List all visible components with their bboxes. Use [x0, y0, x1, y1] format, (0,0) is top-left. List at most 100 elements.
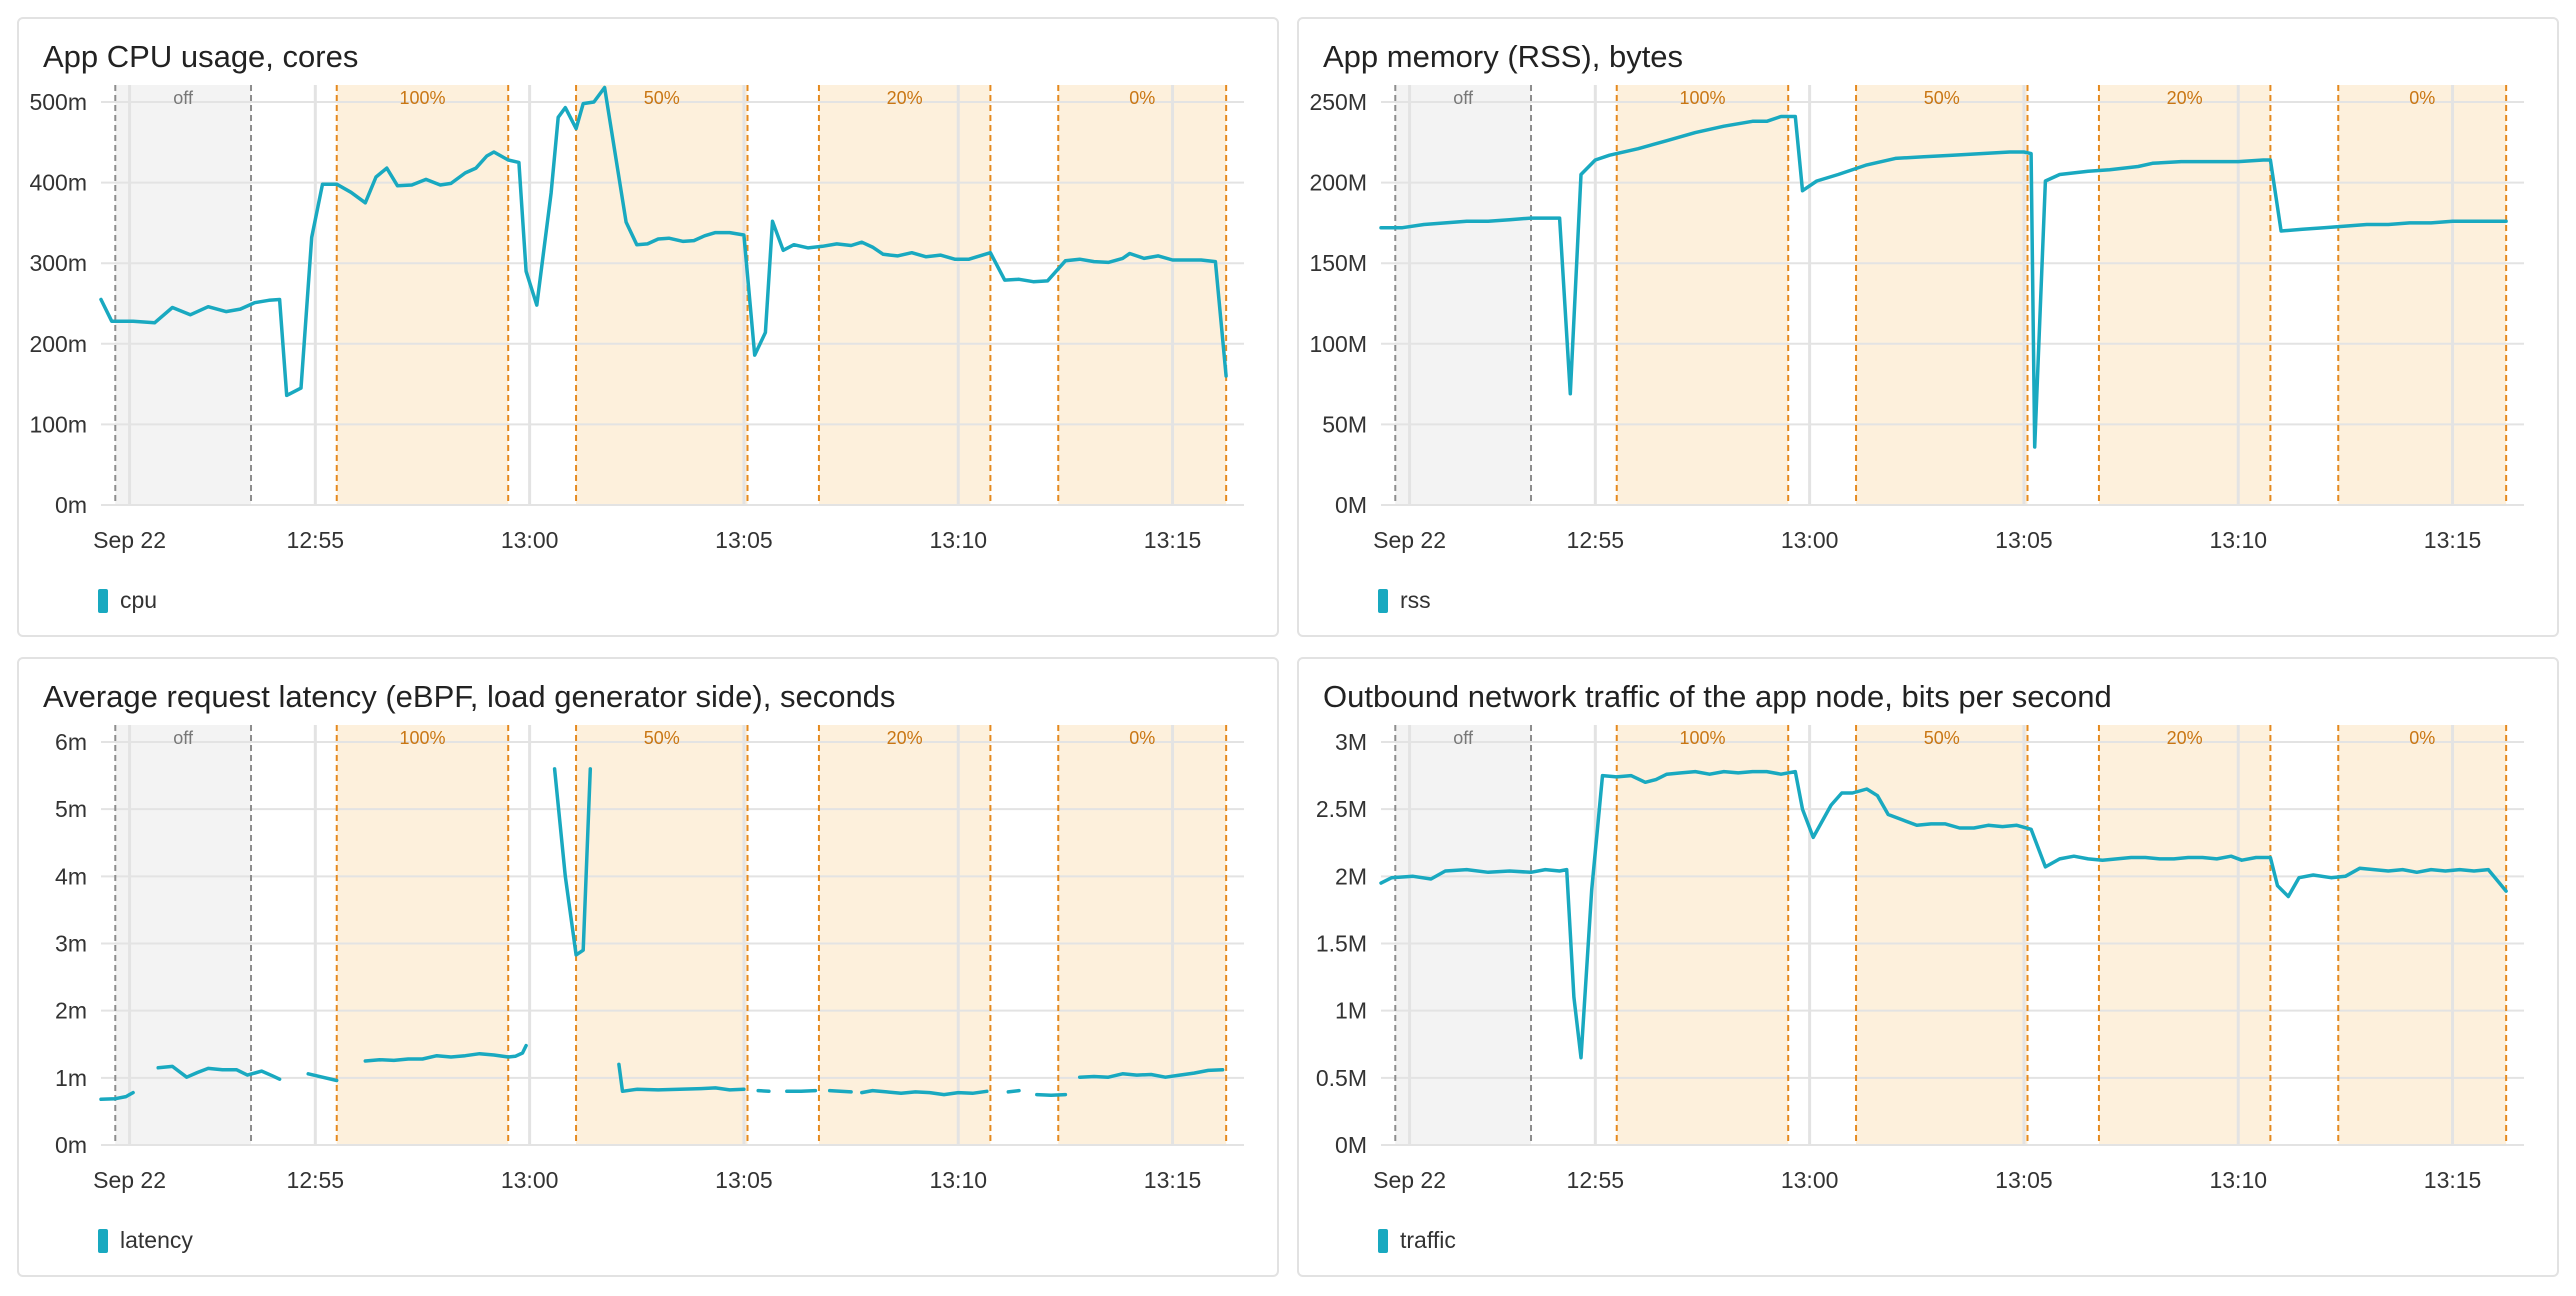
cpu-panel: App CPU usage, cores off 100% 50% 20% 0% 0m 10…	[17, 17, 1279, 637]
legend-label: latency	[120, 1227, 193, 1253]
band-label: 20%	[2167, 728, 2203, 748]
legend[interactable]: latency	[98, 1227, 193, 1254]
legend-label: traffic	[1400, 1227, 1456, 1253]
band-off	[115, 85, 252, 505]
cpu-chart[interactable]: off 100% 50% 20% 0% 0m 100m 200m 300m 400m 500m Sep…	[19, 19, 1281, 639]
x-tick-label: Sep 22	[1373, 527, 1446, 553]
band-phase	[1058, 725, 1227, 1145]
x-tick-label: 13:00	[1781, 1167, 1839, 1193]
traffic-panel: Outbound network traffic of the app node…	[1297, 657, 2559, 1277]
latency-chart[interactable]: off 100% 50% 20% 0% 0m 1m 2m 3m 4m 5m 6m Sep 22 12:55…	[19, 659, 1281, 1279]
legend[interactable]: cpu	[98, 587, 157, 614]
panel-title: Average request latency (eBPF, load gene…	[43, 679, 896, 714]
band-phase	[2098, 725, 2271, 1145]
band-phase	[2338, 725, 2507, 1145]
legend-label: rss	[1400, 587, 1431, 613]
latency-panel: Average request latency (eBPF, load gene…	[17, 657, 1279, 1277]
x-tick-label: 13:10	[929, 1167, 987, 1193]
x-tick-label: Sep 22	[1373, 1167, 1446, 1193]
band-label: 20%	[887, 88, 923, 108]
memory-chart[interactable]: off 100% 50% 20% 0% 0M 50M 100M 150M 200M 250M Sep …	[1299, 19, 2561, 639]
series-line-latency	[99, 1090, 135, 1102]
x-tick-label: Sep 22	[93, 527, 166, 553]
x-tick-label: 13:00	[1781, 527, 1839, 553]
series-line-traffic	[1379, 769, 2508, 1060]
x-tick-label: 12:55	[1567, 1167, 1625, 1193]
x-tick-label: 13:05	[1995, 527, 2053, 553]
y-tick-label: 300m	[29, 250, 87, 276]
y-tick-label: 400m	[29, 170, 87, 196]
legend-swatch	[98, 1228, 108, 1253]
memory-panel: App memory (RSS), bytes off 100% 50% 20% 0% 0…	[1297, 17, 2559, 637]
series-line-latency	[827, 1088, 853, 1094]
band-phase	[818, 725, 991, 1145]
y-tick-label: 500m	[29, 89, 87, 115]
y-tick-label: 0m	[55, 1132, 87, 1158]
x-tick-label: 13:10	[2209, 527, 2267, 553]
y-tick-label: 200M	[1309, 170, 1367, 196]
band-label: 20%	[887, 728, 923, 748]
band-label: 0%	[1129, 728, 1155, 748]
y-tick-label: 1.5M	[1316, 931, 1367, 957]
y-tick-label: 0.5M	[1316, 1065, 1367, 1091]
band-label: 100%	[399, 728, 445, 748]
x-tick-label: 13:05	[715, 527, 773, 553]
x-tick-label: 13:00	[501, 527, 559, 553]
series-line-rss	[1379, 114, 2508, 449]
x-tick-label: Sep 22	[93, 1167, 166, 1193]
band-phase	[1856, 85, 2028, 505]
y-tick-label: 0M	[1335, 1132, 1367, 1158]
x-tick-label: 13:15	[2424, 1167, 2482, 1193]
band-label: off	[1453, 88, 1474, 108]
band-label: 0%	[2409, 728, 2435, 748]
x-tick-label: 13:00	[501, 1167, 559, 1193]
band-off	[1395, 725, 1532, 1145]
y-tick-label: 0m	[55, 492, 87, 518]
y-tick-label: 1M	[1335, 998, 1367, 1024]
x-tick-label: 13:05	[1995, 1167, 2053, 1193]
band-label: 100%	[1679, 728, 1725, 748]
y-tick-label: 150M	[1309, 250, 1367, 276]
band-label: 0%	[2409, 88, 2435, 108]
band-label: 100%	[1679, 88, 1725, 108]
y-tick-label: 100M	[1309, 331, 1367, 357]
y-tick-label: 0M	[1335, 492, 1367, 518]
band-label: 50%	[644, 88, 680, 108]
band-phase	[818, 85, 991, 505]
panel-title: Outbound network traffic of the app node…	[1323, 679, 2112, 714]
series-line-latency	[617, 1062, 746, 1094]
band-phase	[576, 725, 748, 1145]
series-line-cpu	[99, 85, 1228, 398]
band-label: 50%	[644, 728, 680, 748]
legend[interactable]: rss	[1378, 587, 1431, 614]
x-tick-label: 13:10	[2209, 1167, 2267, 1193]
band-phase	[336, 85, 509, 505]
band-phase	[1616, 725, 1789, 1145]
traffic-chart[interactable]: off 100% 50% 20% 0% 0M 0.5M 1M 1.5M 2M 2.5M 3M Sep 2…	[1299, 659, 2561, 1279]
y-tick-label: 3M	[1335, 729, 1367, 755]
legend[interactable]: traffic	[1378, 1227, 1456, 1254]
series-line-latency	[1035, 1092, 1068, 1098]
series-line-latency	[860, 1088, 989, 1097]
band-phase	[576, 85, 748, 505]
legend-swatch	[1378, 588, 1388, 613]
y-tick-label: 250M	[1309, 89, 1367, 115]
legend-label: cpu	[120, 587, 158, 613]
band-phase	[2338, 85, 2507, 505]
band-label: off	[1453, 728, 1474, 748]
x-tick-label: 12:55	[1567, 527, 1625, 553]
band-label: 50%	[1924, 88, 1960, 108]
panel-title: App memory (RSS), bytes	[1323, 39, 1684, 74]
band-off	[115, 725, 252, 1145]
y-tick-label: 2m	[55, 998, 87, 1024]
series-line-latency	[785, 1088, 818, 1094]
legend-swatch	[1378, 1228, 1388, 1253]
x-tick-label: 13:10	[929, 527, 987, 553]
y-tick-label: 1m	[55, 1065, 87, 1091]
band-label: 20%	[2167, 88, 2203, 108]
panel-title: App CPU usage, cores	[43, 39, 359, 74]
x-tick-label: 12:55	[287, 1167, 345, 1193]
band-phase	[2098, 85, 2271, 505]
band-off	[1395, 85, 1532, 505]
y-tick-label: 2.5M	[1316, 796, 1367, 822]
